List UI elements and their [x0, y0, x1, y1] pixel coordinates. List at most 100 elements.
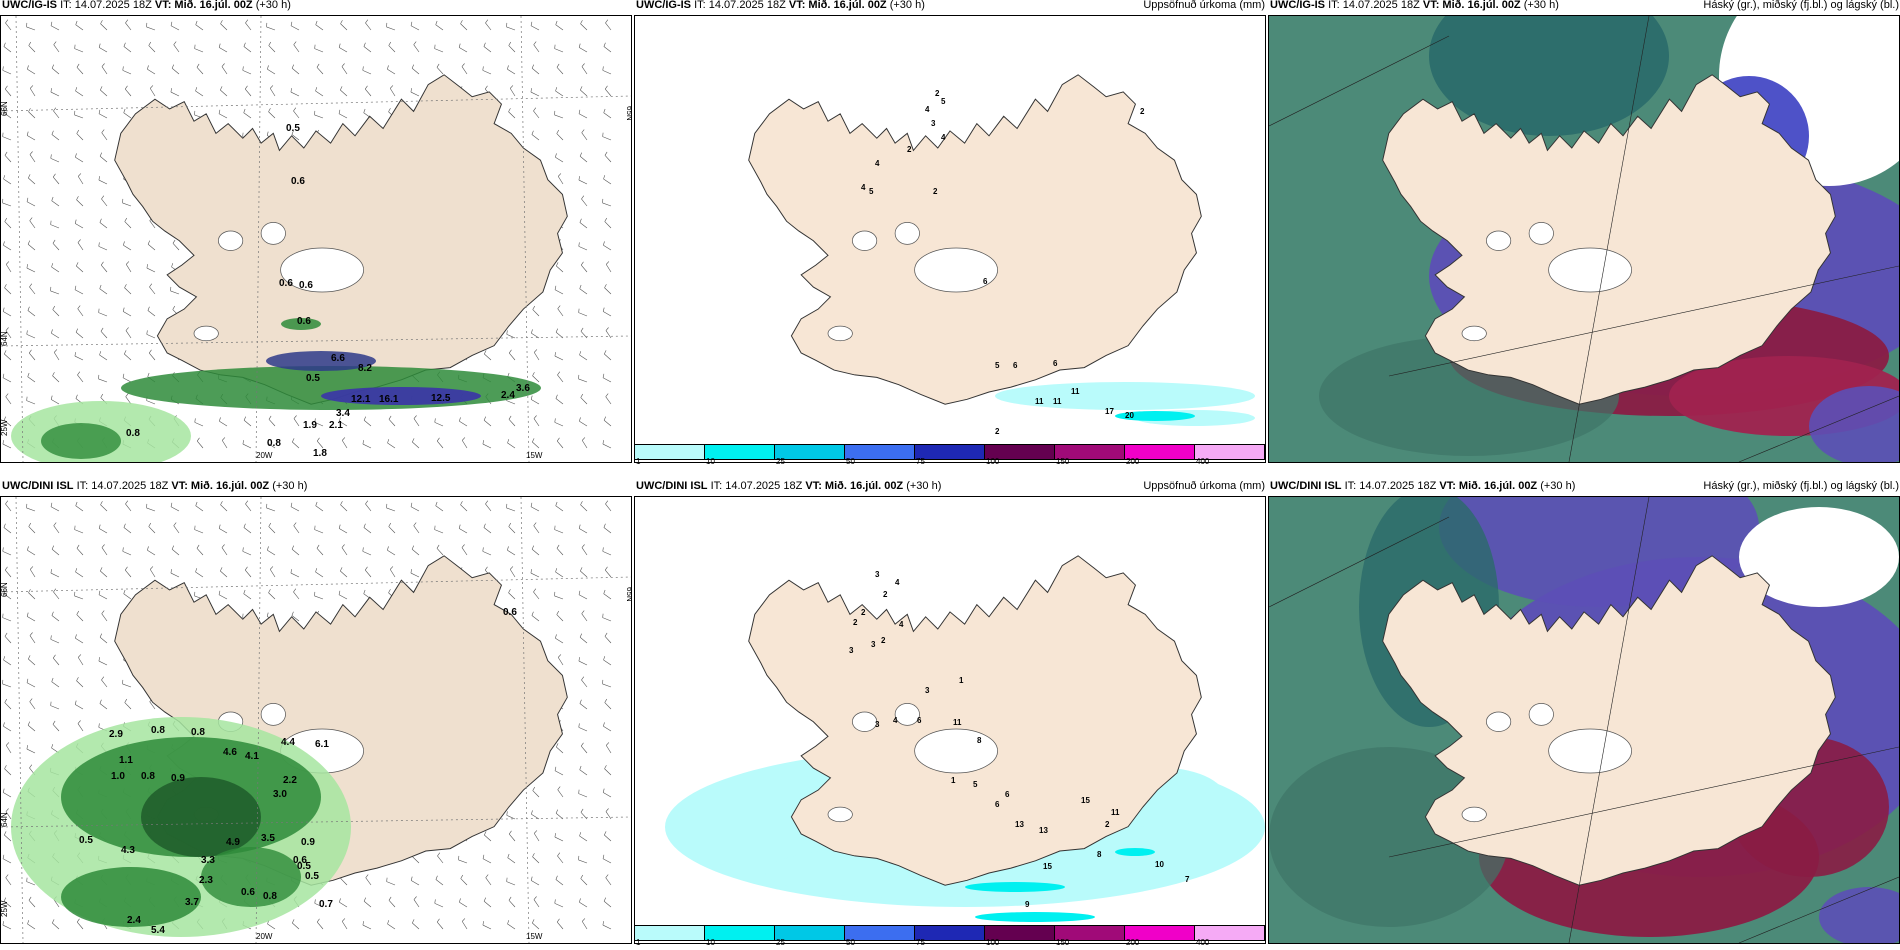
colorbar-swatch	[1195, 445, 1265, 459]
wind-barb	[531, 548, 540, 556]
wind-barb	[75, 223, 84, 229]
init-time: IT: 14.07.2025 18Z	[60, 0, 152, 11]
wind-barb-flag	[5, 808, 9, 812]
wind-barb	[554, 114, 564, 119]
wind-barb-flag	[98, 524, 101, 529]
wind-barb-flag	[26, 131, 29, 136]
wind-barb	[435, 505, 444, 512]
wind-barb-flag	[316, 544, 320, 549]
wind-barb	[27, 243, 36, 251]
wind-barb	[341, 66, 348, 75]
wind-barb-flag	[4, 350, 7, 355]
glacier-hofsjokull	[1528, 222, 1554, 245]
wind-barb-flag	[173, 41, 177, 45]
wind-barb	[124, 353, 132, 361]
wind-barb	[340, 504, 348, 512]
cloud-layer	[1739, 507, 1899, 607]
wind-barb-flag	[51, 196, 54, 201]
longitude-line	[520, 16, 530, 462]
wind-barb-flag	[604, 831, 607, 836]
wind-barb	[483, 419, 492, 427]
wind-barb-flag	[290, 88, 292, 93]
value-label: 3	[871, 640, 876, 649]
wind-barb-flag	[340, 86, 343, 91]
wind-barb-flag	[557, 852, 561, 857]
lead-time: (+30 h)	[1540, 480, 1576, 492]
wind-barb-flag	[508, 349, 512, 354]
wind-barb-flag	[603, 523, 606, 528]
wind-barb-flag	[579, 218, 582, 223]
wind-barb-flag	[531, 810, 533, 815]
value-label: 1	[951, 776, 956, 785]
wind-barb	[581, 679, 588, 688]
wind-barb	[603, 244, 612, 251]
wind-barb	[50, 572, 60, 578]
model-label: UWC/IG-IS	[2, 0, 57, 11]
wind-barb-flag	[410, 88, 412, 93]
wind-barb	[291, 67, 300, 75]
wind-barb	[51, 67, 60, 75]
wind-barb-flag	[604, 698, 608, 703]
wind-barb	[605, 264, 612, 273]
wind-barb	[386, 26, 396, 31]
wind-barb	[125, 396, 132, 405]
wind-barb	[75, 331, 84, 339]
wind-barb-flag	[602, 440, 604, 445]
wind-barb	[314, 114, 324, 119]
wind-barb	[602, 70, 612, 75]
valid-time: VT: Mið. 16.júl. 00Z	[805, 480, 904, 492]
value-label: 2	[1105, 820, 1110, 829]
wind-barb	[581, 132, 588, 141]
wind-barb-flag	[27, 546, 29, 551]
wind-barb-flag	[532, 786, 536, 791]
wind-barb	[101, 679, 108, 688]
wind-barb	[484, 353, 492, 361]
wind-barb	[604, 569, 612, 578]
lead-time: (+30 h)	[889, 0, 925, 11]
wind-barb	[221, 66, 228, 75]
wind-barb	[26, 267, 36, 273]
wind-barb-flag	[51, 611, 54, 616]
panel-title-right: Uppsöfnuð úrkoma (mm)	[1143, 0, 1265, 11]
wind-barb-flag	[603, 416, 607, 421]
colorbar-swatch	[845, 445, 915, 459]
wind-barb-flag	[196, 63, 200, 68]
colorbar-swatches	[635, 444, 1265, 460]
wind-barb-flag	[388, 108, 391, 112]
wind-barb	[557, 176, 564, 185]
value-label: 16.1	[379, 394, 399, 405]
wind-barb	[580, 504, 588, 512]
wind-barb	[123, 593, 132, 600]
wind-barb-flag	[101, 63, 105, 67]
wind-barb-flag	[293, 588, 297, 593]
wind-barb	[5, 811, 12, 820]
init-time: IT: 14.07.2025 18Z	[710, 480, 803, 492]
wind-barb	[269, 88, 276, 97]
wind-barb-flag	[314, 418, 316, 423]
panel-title-right: Uppsöfnuð úrkoma (mm)	[1143, 480, 1265, 492]
wind-barb-flag	[4, 765, 7, 769]
wind-barb-flag	[578, 43, 581, 48]
wind-barb-flag	[578, 723, 580, 728]
value-label: 0.8	[126, 428, 140, 439]
wind-barb-flag	[340, 20, 343, 24]
wind-barb-flag	[122, 307, 125, 312]
wind-barb	[413, 899, 420, 908]
wind-barb	[581, 547, 588, 556]
wind-barb	[77, 176, 84, 185]
wind-barb	[483, 46, 492, 53]
wind-barb	[196, 440, 204, 449]
wind-barb-flag	[556, 918, 560, 923]
wind-barb	[99, 155, 108, 163]
wind-barb	[292, 441, 300, 449]
wind-barb	[266, 26, 276, 31]
wind-barb-flag	[3, 241, 5, 246]
wind-barb	[28, 526, 36, 534]
wind-barb-flag	[581, 195, 585, 200]
wind-barb-flag	[555, 153, 557, 158]
wind-barb-flag	[245, 19, 249, 24]
glacier-hofsjokull	[894, 222, 920, 245]
wind-barb-flag	[556, 262, 559, 267]
wind-barb-flag	[4, 831, 7, 836]
wind-barb	[268, 592, 276, 600]
